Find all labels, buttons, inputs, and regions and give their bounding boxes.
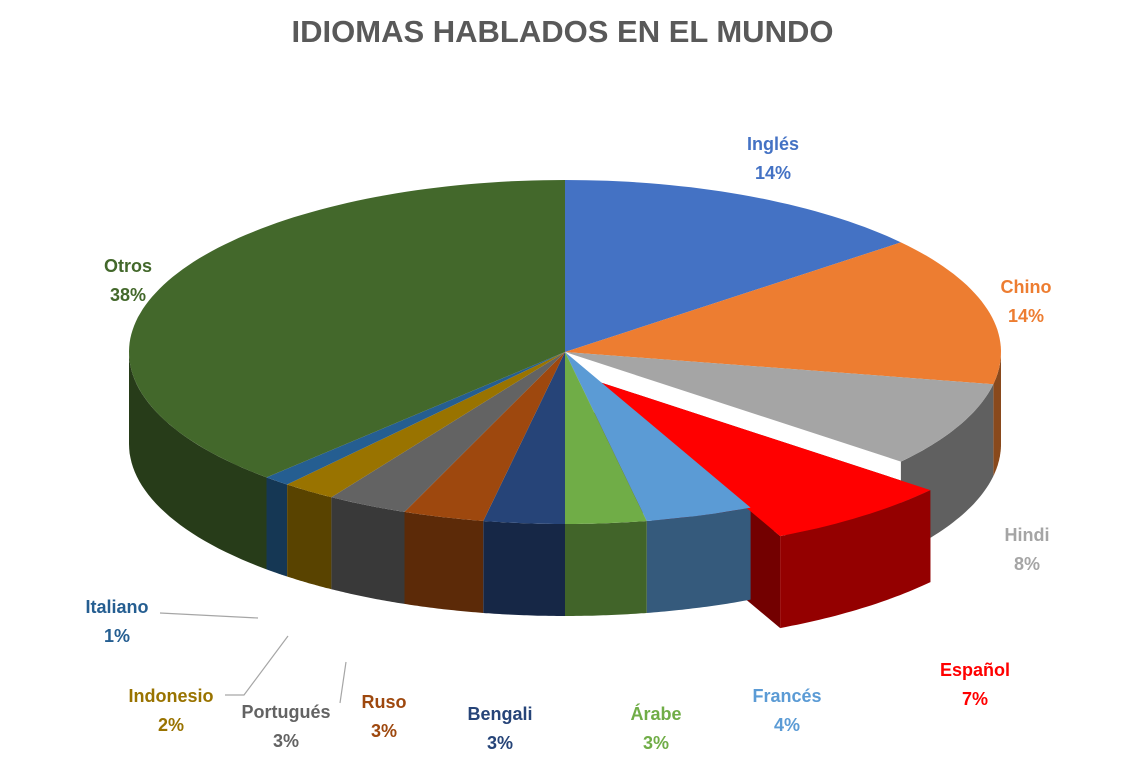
pie-side-italiano: [266, 477, 288, 577]
pie-slice-ruso: [404, 352, 565, 521]
pie-slice-portugués: [331, 352, 565, 512]
pie-side-ruso: [404, 511, 484, 613]
data-label-percent: 3%: [642, 733, 669, 753]
data-label-percent: 3%: [272, 731, 300, 751]
data-label-percent: 3%: [486, 733, 514, 753]
data-label-category: Francés: [752, 686, 822, 706]
data-label-category: Español: [939, 660, 1011, 680]
leader-line-italiano: [159, 612, 259, 619]
data-label-portugués: Portugués 3%: [241, 698, 330, 756]
data-label-italiano: Italiano 1%: [85, 593, 148, 651]
pie-slice-indonesio: [287, 352, 565, 498]
data-label-inglés: Inglés 14%: [747, 130, 799, 188]
pie-side-portugués: [331, 497, 405, 604]
data-label-percent: 14%: [754, 163, 792, 183]
pie-side-otros: [129, 352, 267, 570]
pie-slice-chino: [565, 242, 1001, 385]
pie-slice-árabe: [565, 352, 647, 524]
pie-slice-español: [594, 380, 931, 537]
pie-side-árabe: [565, 521, 647, 616]
pie-side-francés: [646, 507, 751, 613]
pie-slice-francés: [565, 352, 751, 521]
data-label-bengali: Bengali 3%: [467, 700, 532, 758]
data-label-ruso: Ruso 3%: [362, 688, 407, 746]
pie-slice-otros: [129, 180, 565, 478]
pie-tops: [129, 180, 1001, 537]
chart-title: IDIOMAS HABLADOS EN EL MUNDO: [291, 14, 834, 49]
leader-line-portugués: [339, 661, 347, 704]
data-label-percent: 3%: [370, 721, 397, 741]
data-label-percent: 2%: [157, 715, 184, 735]
data-label-category: Indonesio: [128, 686, 214, 706]
data-label-árabe: Árabe 3%: [630, 700, 681, 758]
data-label-category: Chino: [1000, 277, 1052, 297]
pie-slice-inglés: [565, 180, 901, 352]
data-label-percent: 4%: [773, 715, 801, 735]
pie-side-chino: [993, 352, 1001, 477]
data-label-otros: Otros 38%: [104, 252, 152, 310]
data-label-category: Hindi: [1004, 525, 1050, 545]
data-label-percent: 7%: [961, 689, 989, 709]
pie-side-indonesio: [287, 484, 332, 590]
data-label-indonesio: Indonesio 2%: [129, 682, 214, 740]
data-label-español: Español 7%: [940, 656, 1010, 714]
data-label-category: Inglés: [746, 134, 800, 154]
leader-line-indonesio: [225, 635, 289, 696]
data-label-category: Italiano: [85, 597, 149, 617]
data-label-category: Otros: [103, 256, 153, 276]
data-label-category: Portugués: [241, 702, 331, 722]
data-label-category: Bengali: [467, 704, 533, 724]
data-label-francés: Francés 4%: [752, 682, 821, 740]
data-label-category: Ruso: [361, 692, 407, 712]
leader-lines: [159, 612, 347, 704]
data-label-percent: 1%: [103, 626, 131, 646]
pie-slice-italiano: [266, 352, 565, 485]
pie-side-español: [780, 490, 931, 629]
data-label-percent: 8%: [1013, 554, 1040, 574]
data-label-percent: 14%: [1007, 306, 1045, 326]
data-label-hindi: Hindi 8%: [1005, 521, 1050, 579]
data-label-percent: 38%: [109, 285, 147, 305]
pie-side-bengali: [483, 521, 565, 616]
pie-slice-bengali: [483, 352, 565, 524]
data-label-chino: Chino 14%: [1001, 273, 1052, 331]
pie-slice-hindi: [565, 352, 994, 462]
data-label-category: Árabe: [630, 704, 682, 724]
